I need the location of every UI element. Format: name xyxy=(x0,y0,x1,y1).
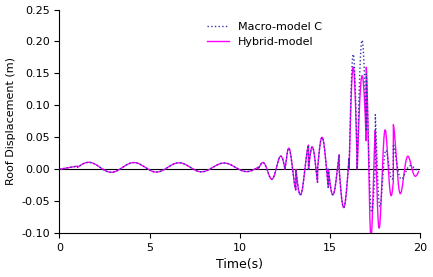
Macro-model C xyxy=(416,169,421,172)
Macro-model C xyxy=(57,168,62,171)
Hybrid-model xyxy=(351,65,356,69)
Hybrid-model xyxy=(368,236,374,239)
X-axis label: Time(s): Time(s) xyxy=(216,258,263,271)
Hybrid-model xyxy=(57,168,62,171)
Macro-model C xyxy=(325,177,330,181)
Macro-model C xyxy=(291,171,296,175)
Hybrid-model xyxy=(194,169,199,173)
Macro-model C xyxy=(272,172,278,175)
Macro-model C xyxy=(359,39,365,42)
Hybrid-model xyxy=(291,171,296,175)
Macro-model C xyxy=(122,164,127,168)
Hybrid-model xyxy=(416,170,421,173)
Hybrid-model xyxy=(352,84,357,87)
Hybrid-model xyxy=(272,172,278,175)
Hybrid-model xyxy=(325,177,330,181)
Macro-model C xyxy=(369,211,375,214)
Macro-model C xyxy=(352,71,357,75)
Hybrid-model xyxy=(122,164,127,168)
Legend: Macro-model C, Hybrid-model: Macro-model C, Hybrid-model xyxy=(202,17,326,52)
Line: Hybrid-model: Hybrid-model xyxy=(59,67,419,237)
Macro-model C xyxy=(194,169,199,173)
Y-axis label: Roof Displacement (m): Roof Displacement (m) xyxy=(6,57,16,185)
Line: Macro-model C: Macro-model C xyxy=(59,40,419,212)
